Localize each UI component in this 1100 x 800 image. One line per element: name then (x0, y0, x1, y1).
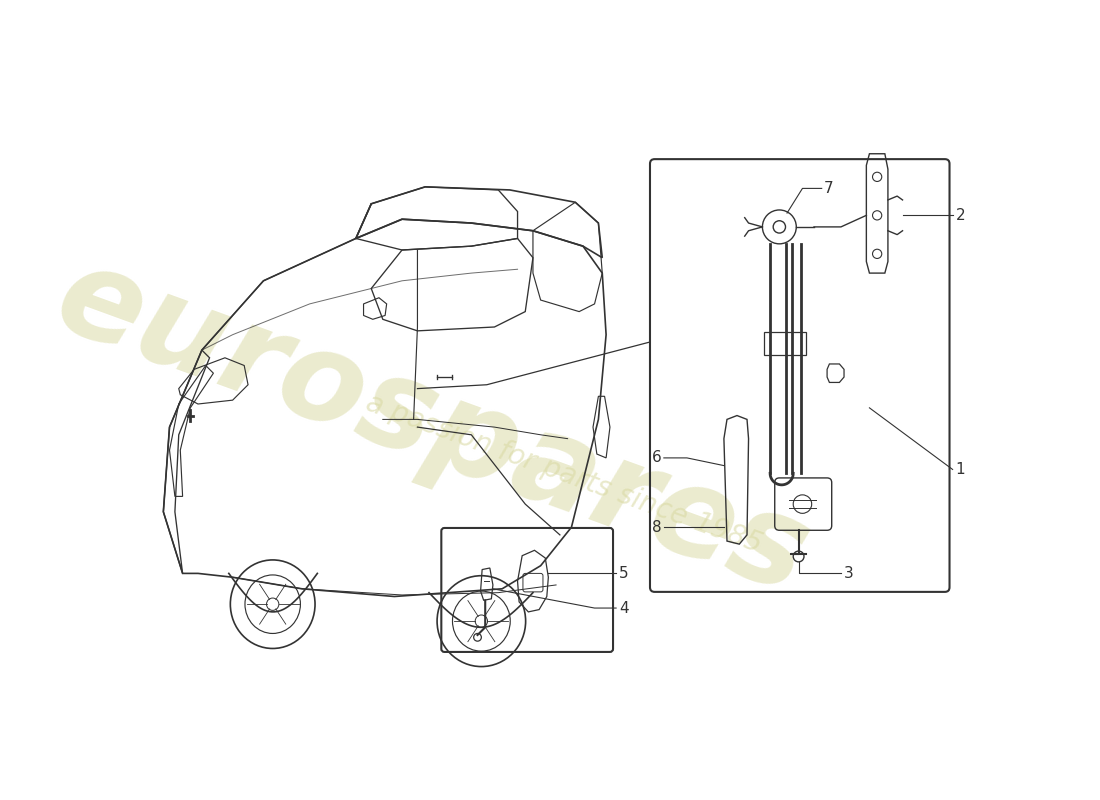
Text: a passion for parts since 1985: a passion for parts since 1985 (362, 388, 766, 558)
Text: 6: 6 (652, 450, 661, 466)
Text: 3: 3 (844, 566, 854, 581)
Text: 5: 5 (619, 566, 629, 581)
Text: eurospares: eurospares (41, 235, 825, 619)
Text: 7: 7 (824, 181, 834, 196)
Text: 1: 1 (956, 462, 966, 477)
Text: 2: 2 (956, 208, 966, 223)
Text: 8: 8 (652, 520, 661, 534)
Text: 4: 4 (619, 601, 629, 615)
